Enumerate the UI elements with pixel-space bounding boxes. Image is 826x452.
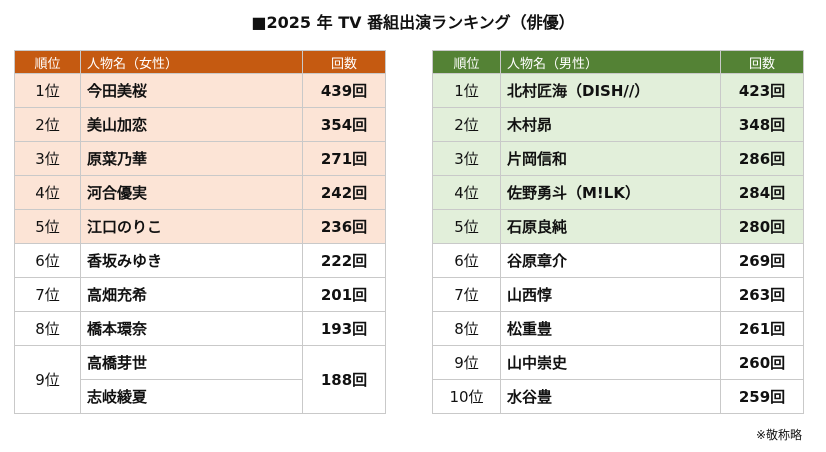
name-cell: 高畑充希 xyxy=(80,277,303,312)
count-cell: 222回 xyxy=(302,243,386,278)
name-cell: 高橋芽世 xyxy=(80,345,303,380)
rank-cell: 9位 xyxy=(14,345,81,414)
table-row: 1位 北村匠海（DISH//） 423回 xyxy=(432,73,804,108)
header-cell: 回数 xyxy=(720,50,804,74)
rank-cell: 4位 xyxy=(432,175,501,210)
count-cell: 188回 xyxy=(302,345,386,414)
name-cell: 松重豊 xyxy=(500,311,721,346)
table-row: 2位 木村昴 348回 xyxy=(432,107,804,142)
rank-cell: 7位 xyxy=(432,277,501,312)
rank-cell: 2位 xyxy=(432,107,501,142)
table-row: 9位 高橋芽世 188回 xyxy=(14,345,386,414)
count-cell: 284回 xyxy=(720,175,804,210)
name-cell: 北村匠海（DISH//） xyxy=(500,73,721,108)
count-cell: 261回 xyxy=(720,311,804,346)
name-cell: 今田美桜 xyxy=(80,73,303,108)
rank-cell: 5位 xyxy=(432,209,501,244)
count-cell: 280回 xyxy=(720,209,804,244)
count-cell: 236回 xyxy=(302,209,386,244)
table-row: 6位 香坂みゆき 222回 xyxy=(14,243,386,278)
table-row: 8位 松重豊 261回 xyxy=(432,311,804,346)
table-row: 志岐綾夏 xyxy=(15,379,386,414)
table-row: 8位 橋本環奈 193回 xyxy=(14,311,386,346)
table-row: 4位 河合優実 242回 xyxy=(14,175,386,210)
rank-cell: 8位 xyxy=(432,311,501,346)
table-row: 3位 片岡信和 286回 xyxy=(432,141,804,176)
table-row: 10位 水谷豊 259回 xyxy=(432,379,804,414)
name-cell: 山中崇史 xyxy=(500,345,721,380)
ranking-table: 順位 人物名（女性） 回数 1位 今田美桜 439回 2位 美山加恋 354回 3位 原菜乃華 271… xyxy=(14,50,386,414)
name-cell: 谷原章介 xyxy=(500,243,721,278)
rank-cell: 3位 xyxy=(14,141,81,176)
title: ■2025 年 TV 番組出演ランキング（俳優） xyxy=(251,13,575,32)
header-cell: 順位 xyxy=(432,50,501,74)
table-row: 6位 谷原章介 269回 xyxy=(432,243,804,278)
count-cell: 242回 xyxy=(302,175,386,210)
header-cell: 人物名（女性） xyxy=(80,50,303,74)
rank-cell: 9位 xyxy=(432,345,501,380)
table-row: 7位 高畑充希 201回 xyxy=(14,277,386,312)
name-cell: 石原良純 xyxy=(500,209,721,244)
name-cell: 香坂みゆき xyxy=(80,243,303,278)
table-row: 5位 江口のりこ 236回 xyxy=(14,209,386,244)
header-cell: 順位 xyxy=(14,50,81,74)
header-cell: 人物名（男性） xyxy=(500,50,721,74)
rank-cell: 5位 xyxy=(14,209,81,244)
ranking-table: 順位 人物名（男性） 回数 1位 北村匠海（DISH//） 423回 2位 木村昴 348回 3位… xyxy=(432,50,804,414)
header-row: 順位 人物名（女性） 回数 xyxy=(14,50,386,74)
table-row: 9位 山中崇史 260回 xyxy=(432,345,804,380)
name-cell: 志岐綾夏 xyxy=(80,379,303,414)
rank-cell: 6位 xyxy=(14,243,81,278)
count-cell: 423回 xyxy=(720,73,804,108)
note: ※敬称略 xyxy=(755,428,802,442)
header-row: 順位 人物名（男性） 回数 xyxy=(432,50,804,74)
name-cell: 山西惇 xyxy=(500,277,721,312)
count-cell: 193回 xyxy=(302,311,386,346)
rank-cell: 1位 xyxy=(432,73,501,108)
name-cell: 片岡信和 xyxy=(500,141,721,176)
header-cell: 回数 xyxy=(302,50,386,74)
count-cell: 439回 xyxy=(302,73,386,108)
count-cell: 263回 xyxy=(720,277,804,312)
rank-cell: 4位 xyxy=(14,175,81,210)
count-cell: 259回 xyxy=(720,379,804,414)
count-cell: 286回 xyxy=(720,141,804,176)
table-row: 4位 佐野勇斗（M!LK） 284回 xyxy=(432,175,804,210)
name-cell: 江口のりこ xyxy=(80,209,303,244)
rank-cell: 1位 xyxy=(14,73,81,108)
count-cell: 348回 xyxy=(720,107,804,142)
table-row: 1位 今田美桜 439回 xyxy=(14,73,386,108)
count-cell: 201回 xyxy=(302,277,386,312)
name-cell: 橋本環奈 xyxy=(80,311,303,346)
rank-cell: 7位 xyxy=(14,277,81,312)
count-cell: 354回 xyxy=(302,107,386,142)
name-cell: 水谷豊 xyxy=(500,379,721,414)
rank-cell: 8位 xyxy=(14,311,81,346)
name-cell: 河合優実 xyxy=(80,175,303,210)
name-cell: 木村昴 xyxy=(500,107,721,142)
table-row: 2位 美山加恋 354回 xyxy=(14,107,386,142)
name-cell: 美山加恋 xyxy=(80,107,303,142)
count-cell: 269回 xyxy=(720,243,804,278)
name-cell: 佐野勇斗（M!LK） xyxy=(500,175,721,210)
rank-cell: 10位 xyxy=(432,379,501,414)
name-cell: 原菜乃華 xyxy=(80,141,303,176)
rank-cell: 3位 xyxy=(432,141,501,176)
count-cell: 271回 xyxy=(302,141,386,176)
rank-cell: 2位 xyxy=(14,107,81,142)
table-row: 7位 山西惇 263回 xyxy=(432,277,804,312)
rank-cell: 6位 xyxy=(432,243,501,278)
count-cell: 260回 xyxy=(720,345,804,380)
table-row: 3位 原菜乃華 271回 xyxy=(14,141,386,176)
table-row: 5位 石原良純 280回 xyxy=(432,209,804,244)
